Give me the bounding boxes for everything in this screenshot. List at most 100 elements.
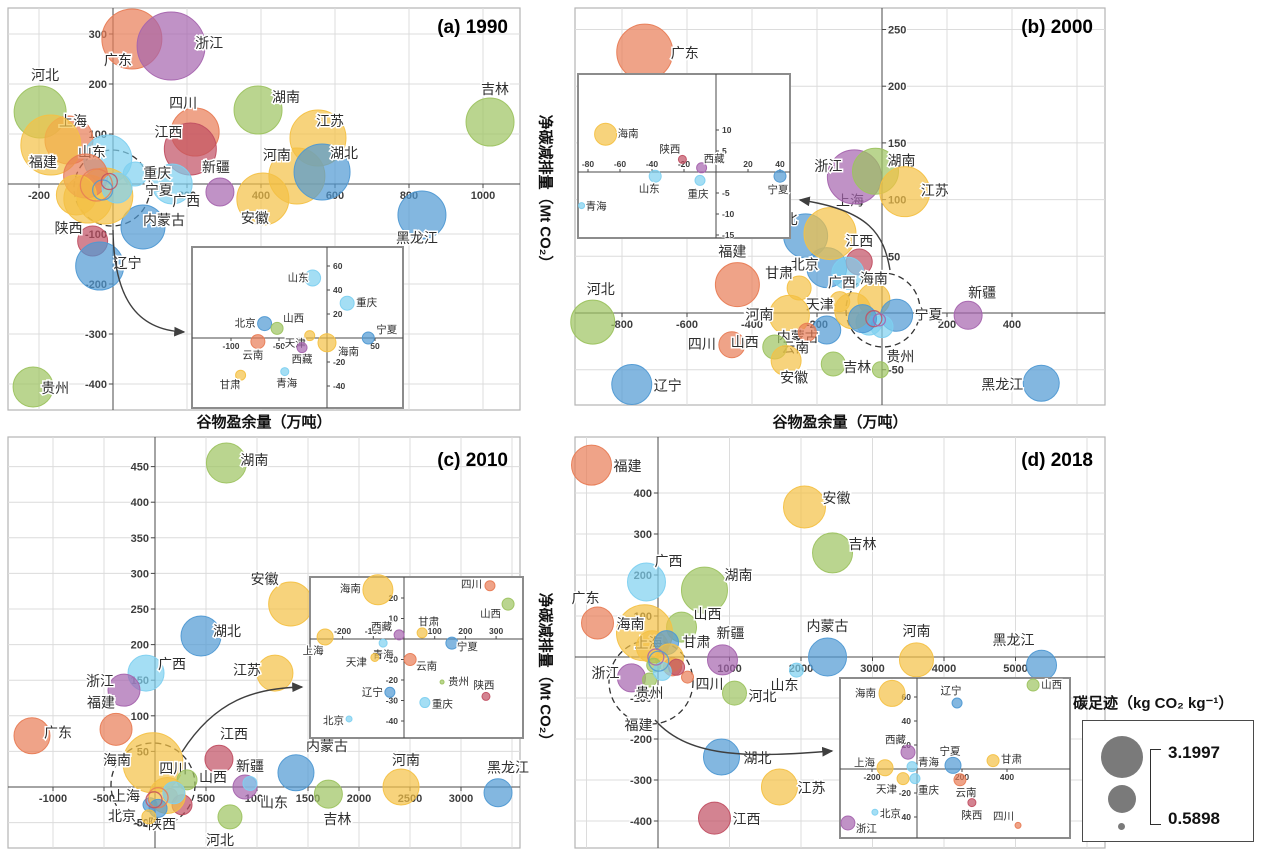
data-label: 山东 xyxy=(260,794,288,810)
tick-label: -200 xyxy=(334,626,351,636)
tick-label: -20 xyxy=(386,675,399,685)
data-bubble xyxy=(481,691,491,701)
data-bubble xyxy=(180,615,222,657)
data-bubble xyxy=(242,775,258,791)
data-label: 辽宁 xyxy=(941,684,962,697)
data-bubble xyxy=(465,97,515,147)
data-bubble xyxy=(75,241,125,291)
data-bubble xyxy=(714,262,760,308)
data-bubble xyxy=(797,322,817,342)
data-label: 山东 xyxy=(770,677,798,693)
data-bubble xyxy=(277,754,315,792)
data-label: 黑龙江 xyxy=(981,376,1023,392)
data-label: 重庆 xyxy=(688,187,709,200)
bubble-outline xyxy=(79,168,113,202)
data-bubble xyxy=(953,300,983,330)
data-label: 天津 xyxy=(806,297,834,313)
data-label: 内蒙古 xyxy=(143,212,185,228)
tick-label: 150 xyxy=(888,138,906,150)
tick-label: -1000 xyxy=(39,793,67,805)
data-label: 广东 xyxy=(44,725,72,741)
data-bubble xyxy=(831,256,865,290)
data-label: 江苏 xyxy=(316,113,344,129)
data-bubble xyxy=(257,316,273,332)
tick-label: 50 xyxy=(888,251,900,263)
data-bubble xyxy=(681,670,695,684)
dashed-cluster-circle xyxy=(845,272,921,348)
data-label: 河南 xyxy=(263,147,291,163)
data-bubble xyxy=(416,627,428,639)
data-label: 安徽 xyxy=(251,571,279,587)
tick-label: -40 xyxy=(899,812,912,822)
tick-label: -80 xyxy=(582,159,595,169)
bubble-outline xyxy=(147,787,169,809)
panel-d-title: (d) 2018 xyxy=(1021,450,1093,471)
zoom-arrow xyxy=(112,229,186,337)
tick-label: -40 xyxy=(646,159,659,169)
zoom-arrow xyxy=(181,682,304,753)
panel-d: 10002000300040005000400300200100-100-200… xyxy=(570,436,1106,849)
data-label: 西藏 xyxy=(371,621,392,633)
data-label: 甘肃 xyxy=(220,378,241,391)
panel-b-title: (b) 2000 xyxy=(1021,17,1093,38)
data-bubble xyxy=(233,85,283,135)
tick-label: -50 xyxy=(888,365,904,377)
data-bubble xyxy=(953,773,967,787)
data-label: 海南 xyxy=(618,127,639,140)
tick-label: -40 xyxy=(333,381,346,391)
data-label: 安徽 xyxy=(823,490,851,506)
data-bubble xyxy=(783,485,827,529)
data-label: 福建 xyxy=(718,244,746,260)
data-label: 新疆 xyxy=(716,625,744,641)
tick-label: 2000 xyxy=(347,793,371,805)
data-label: 宁夏 xyxy=(457,640,478,653)
tick-label: -200 xyxy=(630,734,652,746)
tick-label: 10 xyxy=(389,614,399,624)
data-label: 湖南 xyxy=(272,89,300,105)
data-label: 山西 xyxy=(1041,679,1062,691)
data-bubble xyxy=(12,366,54,408)
data-bubble xyxy=(871,808,879,816)
data-bubble xyxy=(204,744,234,774)
tick-label: 60 xyxy=(333,261,343,271)
tick-label: 300 xyxy=(489,626,503,636)
data-bubble xyxy=(313,779,343,809)
data-bubble xyxy=(900,744,916,760)
panel-a-title: (a) 1990 xyxy=(437,17,508,38)
tick-label: 400 xyxy=(634,488,652,500)
data-bubble xyxy=(205,442,247,484)
data-label: 福建 xyxy=(624,717,652,733)
data-bubble xyxy=(812,532,854,574)
data-label: 北京 xyxy=(235,317,256,330)
data-bubble xyxy=(304,269,322,287)
tick-label: 40 xyxy=(902,716,912,726)
data-label: 甘肃 xyxy=(418,615,439,628)
data-label: 广东 xyxy=(572,590,600,606)
data-label: 浙江 xyxy=(814,158,842,174)
legend-circle-max xyxy=(1101,736,1143,778)
data-label: 浙江 xyxy=(856,823,877,835)
data-bubble xyxy=(99,712,133,746)
data-label: 广西 xyxy=(654,553,682,569)
data-label: 广东 xyxy=(104,52,132,68)
tick-label: -20 xyxy=(899,788,912,798)
tick-label: -10 xyxy=(722,209,735,219)
data-bubble xyxy=(871,361,889,379)
data-label: 江苏 xyxy=(797,780,825,796)
data-label: 浙江 xyxy=(86,673,114,689)
data-label: 甘肃 xyxy=(683,634,711,650)
data-label: 吉林 xyxy=(481,81,509,97)
data-label: 北京 xyxy=(880,807,901,820)
data-label: 甘肃 xyxy=(1001,753,1022,766)
data-label: 山东 xyxy=(639,182,660,195)
data-label: 西藏 xyxy=(704,153,725,165)
data-bubble xyxy=(760,768,798,806)
data-label: 海南 xyxy=(338,345,359,358)
data-label: 江西 xyxy=(845,233,873,249)
data-bubble xyxy=(677,154,687,164)
data-bubble xyxy=(250,334,266,350)
data-label: 河北 xyxy=(749,688,777,704)
legend-title: 碳足迹（kg CO₂ kg⁻¹） xyxy=(1073,695,1234,712)
tick-label: 400 xyxy=(1000,772,1014,782)
